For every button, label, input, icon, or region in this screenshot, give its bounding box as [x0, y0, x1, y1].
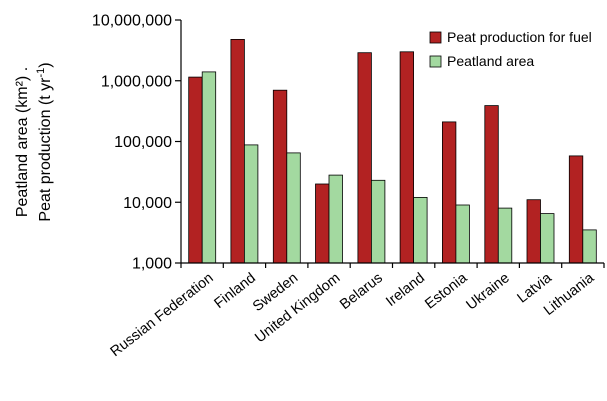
bar-peatland-area-9 — [582, 229, 597, 264]
legend-label: Peat production for fuel — [447, 29, 592, 45]
bar-peat-production-8 — [526, 199, 541, 264]
y-axis-label-line2: Peat production (t yr-1) — [35, 62, 54, 221]
bar-peatland-area-6 — [455, 204, 470, 264]
bar-peat-production-0 — [188, 76, 203, 264]
legend-swatch — [429, 55, 442, 68]
bar-peatland-area-0 — [201, 71, 217, 264]
bar-peat-production-4 — [357, 52, 372, 264]
bar-peat-production-9 — [568, 155, 584, 264]
legend-label: Peatland area — [447, 53, 534, 69]
y-tick-label: 1,000 — [132, 256, 172, 273]
x-tick-label: Estonia — [422, 270, 471, 313]
y-tick-label: 10,000,000 — [92, 13, 172, 30]
legend-swatch — [429, 31, 442, 44]
y-ticks-layer: 1,000 10,000 100,000 1,000,000 10,000,000 — [92, 13, 605, 273]
bar-peat-production-1 — [230, 39, 245, 264]
y-tick-label: 1,000,000 — [101, 73, 172, 90]
y-axis-label-superscript: -1 — [35, 68, 47, 78]
y-axis-label-line1: Peatland area (km²) . — [14, 67, 31, 217]
bar-peat-production-7 — [484, 105, 499, 264]
x-tick-label: Russian Federation — [108, 270, 217, 360]
y-tick-label: 10,000 — [123, 195, 172, 212]
bar-peatland-area-4 — [370, 179, 386, 264]
bar-peat-production-3 — [315, 183, 330, 264]
bar-peat-production-6 — [441, 121, 457, 264]
bar-peatland-area-5 — [413, 196, 428, 264]
legend: Peat production for fuel Peatland area — [429, 29, 592, 69]
x-tick-label: Ukraine — [463, 270, 512, 313]
bar-peat-production-5 — [399, 51, 415, 264]
bar-peat-production-2 — [272, 89, 288, 264]
bar-peatland-area-3 — [328, 174, 343, 264]
x-tick-label: Ireland — [383, 270, 428, 310]
y-tick-label: 100,000 — [114, 134, 172, 151]
x-tick-label: Belarus — [337, 270, 386, 313]
bar-peatland-area-1 — [243, 144, 259, 264]
bar-peatland-area-8 — [540, 213, 555, 264]
bar-peatland-area-7 — [497, 207, 513, 264]
bar-peatland-area-2 — [286, 152, 301, 264]
bars-layer — [188, 39, 597, 264]
y-axis-label: Peatland area (km²) . Peat production (t… — [14, 62, 54, 221]
